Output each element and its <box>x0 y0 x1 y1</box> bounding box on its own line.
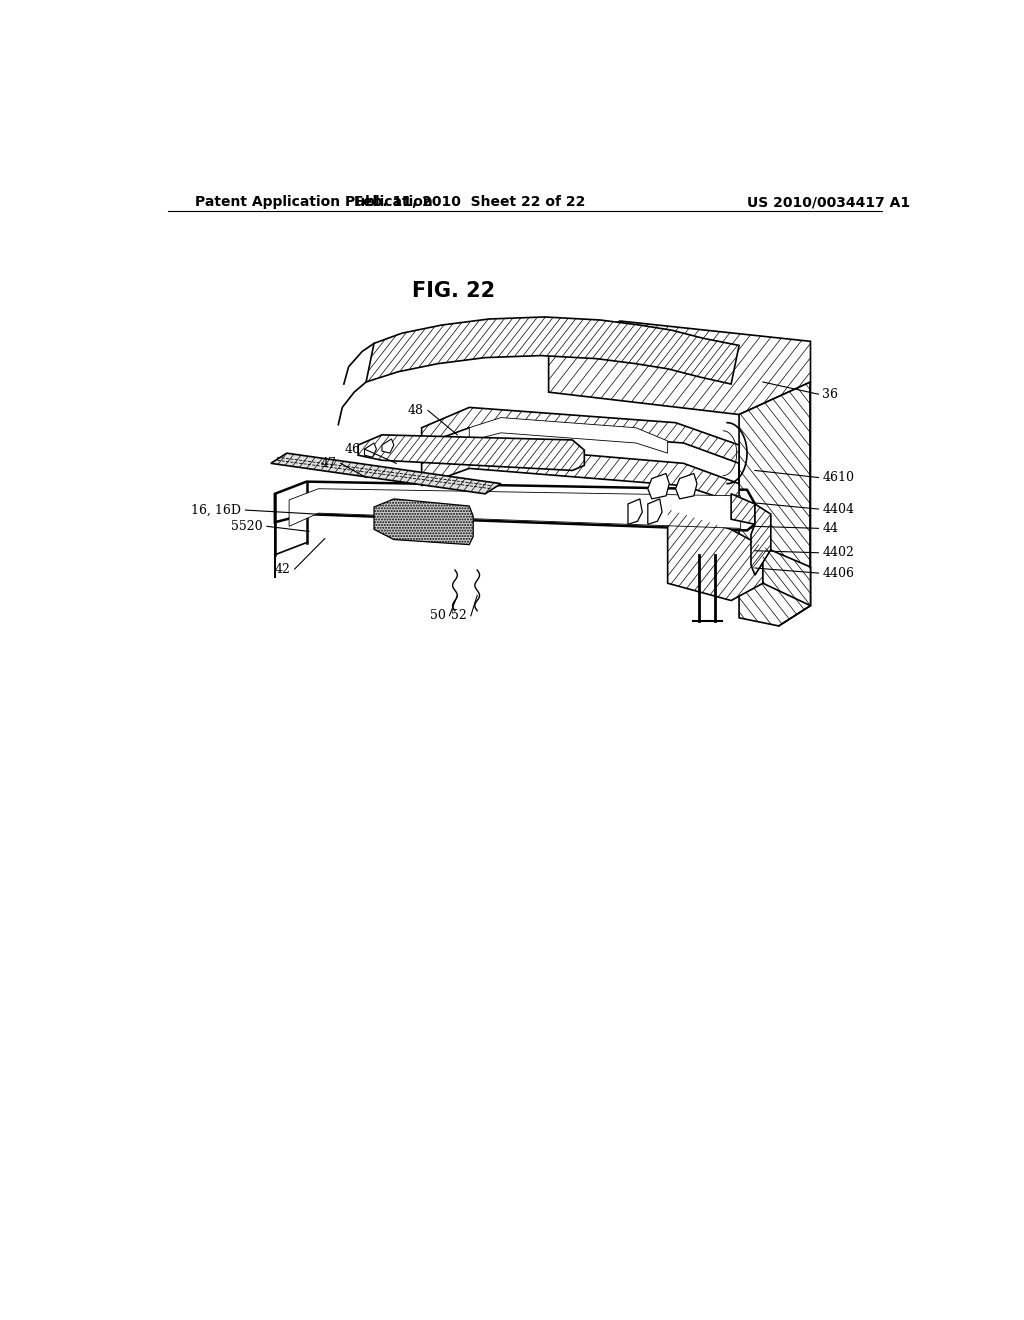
Text: Feb. 11, 2010  Sheet 22 of 22: Feb. 11, 2010 Sheet 22 of 22 <box>353 195 585 209</box>
Text: 46: 46 <box>344 442 360 455</box>
Polygon shape <box>367 317 739 384</box>
Polygon shape <box>382 440 394 453</box>
Polygon shape <box>731 494 755 524</box>
Text: 52: 52 <box>452 610 467 622</box>
Polygon shape <box>358 434 585 470</box>
Polygon shape <box>365 444 377 457</box>
Text: 48: 48 <box>408 404 424 417</box>
Polygon shape <box>628 499 642 524</box>
Polygon shape <box>469 417 668 453</box>
Text: 16, 16D: 16, 16D <box>191 503 242 516</box>
Polygon shape <box>274 482 755 531</box>
Polygon shape <box>668 510 763 601</box>
Text: US 2010/0034417 A1: US 2010/0034417 A1 <box>748 195 910 209</box>
Text: FIG. 22: FIG. 22 <box>412 281 495 301</box>
Polygon shape <box>648 499 663 524</box>
Polygon shape <box>289 488 740 528</box>
Text: 4610: 4610 <box>822 471 854 484</box>
Polygon shape <box>763 546 811 606</box>
Text: 42: 42 <box>274 562 291 576</box>
Polygon shape <box>751 504 771 576</box>
Text: 4406: 4406 <box>822 566 854 579</box>
Polygon shape <box>422 408 739 463</box>
Polygon shape <box>739 381 811 626</box>
Polygon shape <box>270 453 501 494</box>
Text: 47: 47 <box>321 457 337 470</box>
Polygon shape <box>549 321 811 414</box>
Text: 5520: 5520 <box>231 520 263 533</box>
Text: 50: 50 <box>429 610 445 622</box>
Polygon shape <box>374 499 473 545</box>
Polygon shape <box>422 445 739 504</box>
Text: 4402: 4402 <box>822 546 854 560</box>
Text: Patent Application Publication: Patent Application Publication <box>196 195 433 209</box>
Text: 44: 44 <box>822 521 839 535</box>
Polygon shape <box>648 474 670 499</box>
Text: 4404: 4404 <box>822 503 854 516</box>
Text: 36: 36 <box>822 388 839 401</box>
Polygon shape <box>676 474 697 499</box>
